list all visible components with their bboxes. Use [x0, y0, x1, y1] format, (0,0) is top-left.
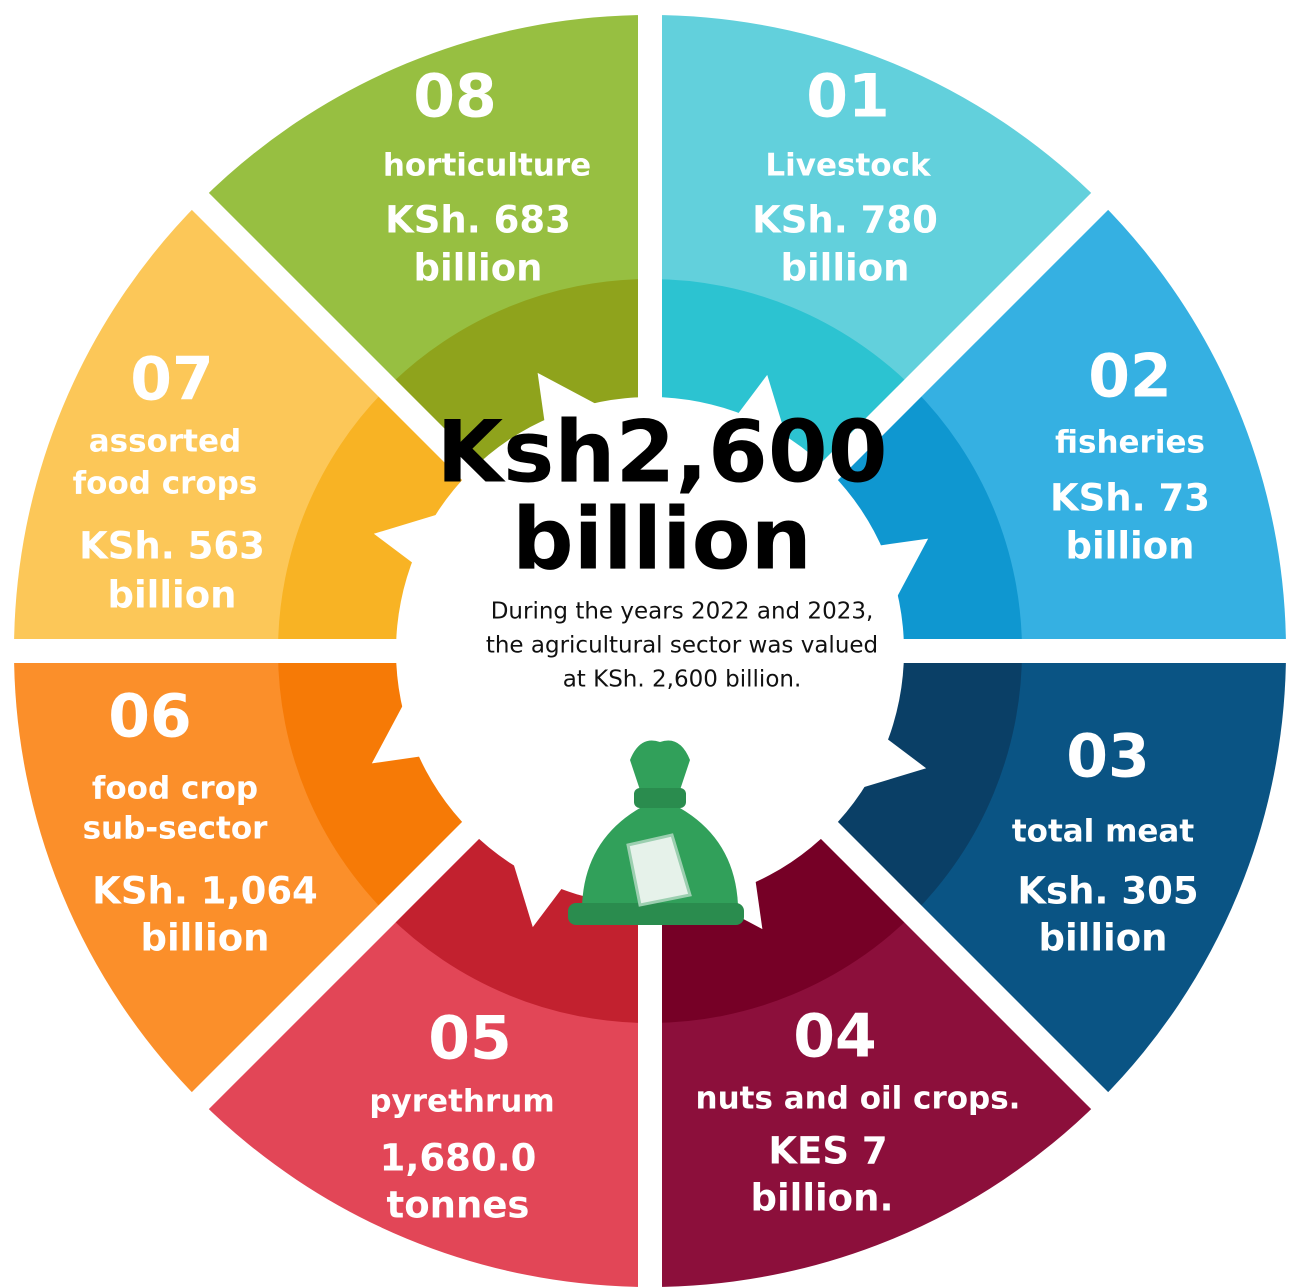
segment-value: 1,680.0	[380, 1137, 537, 1180]
notch	[371, 698, 426, 764]
segment-number: 03	[1066, 722, 1150, 792]
segment-label: total meat	[1012, 814, 1195, 850]
notch	[373, 512, 445, 567]
segment-band	[386, 829, 650, 1023]
segment-value: billion	[1039, 917, 1168, 960]
segment-value: billion	[108, 574, 237, 617]
bag-tie	[634, 788, 686, 808]
bills	[626, 833, 692, 907]
bag-base	[568, 903, 744, 925]
center-title: billion	[512, 489, 812, 589]
segment-number: 04	[793, 1002, 877, 1072]
center-description: at KSh. 2,600 billion.	[563, 667, 802, 693]
segment-number: 08	[413, 62, 497, 132]
center-description: During the years 2022 and 2023,	[491, 599, 874, 625]
segment-value: KSh. 683	[385, 199, 571, 242]
segment-number: 07	[130, 345, 214, 415]
segment-band	[278, 387, 472, 651]
notch	[537, 372, 603, 427]
segment-label: food crops	[73, 466, 258, 502]
segment-label: nuts and oil crops.	[696, 1081, 1021, 1117]
segment-value: KSh. 73	[1050, 477, 1210, 520]
money-bag-icon	[568, 740, 744, 925]
center-description: the agricultural sector was valued	[486, 633, 878, 659]
segment-band	[278, 651, 472, 915]
segment-label: food crop	[92, 771, 258, 807]
segment-value: billion	[1066, 525, 1195, 568]
segment-value: billion.	[750, 1177, 893, 1220]
notch	[511, 856, 566, 928]
segment-band	[650, 279, 914, 473]
segment-value: KSh. 780	[752, 199, 938, 242]
center-circle	[396, 397, 904, 905]
segment-band	[386, 279, 650, 473]
notch	[734, 374, 789, 446]
notch	[874, 538, 929, 604]
segment-label: fisheries	[1055, 425, 1205, 461]
segment-label: Livestock	[765, 148, 932, 184]
segment-value: KSh. 1,064	[92, 870, 318, 913]
segment-label: horticulture	[383, 148, 591, 184]
segment-value: KES 7	[768, 1130, 887, 1173]
segment-value: KSh. 563	[79, 525, 265, 568]
bag-top	[630, 740, 690, 790]
segment-value: billion	[781, 247, 910, 290]
segment-value: Ksh. 305	[1017, 870, 1198, 913]
segment-label: sub-sector	[83, 811, 269, 847]
center-title: Ksh2,600	[436, 402, 887, 502]
segment-band	[828, 651, 1022, 915]
segment-band	[828, 387, 1022, 651]
segment-value: billion	[141, 917, 270, 960]
segment-band	[650, 829, 914, 1023]
segment-number: 06	[108, 682, 192, 752]
segment-value: tonnes	[387, 1184, 530, 1227]
segment-number: 02	[1088, 342, 1172, 412]
segment-label: pyrethrum	[369, 1084, 554, 1120]
segment-value: billion	[414, 247, 543, 290]
segment-number: 05	[428, 1004, 512, 1074]
segment-number: 01	[806, 62, 890, 132]
notch	[855, 735, 927, 790]
segment-label: assorted	[89, 424, 241, 460]
